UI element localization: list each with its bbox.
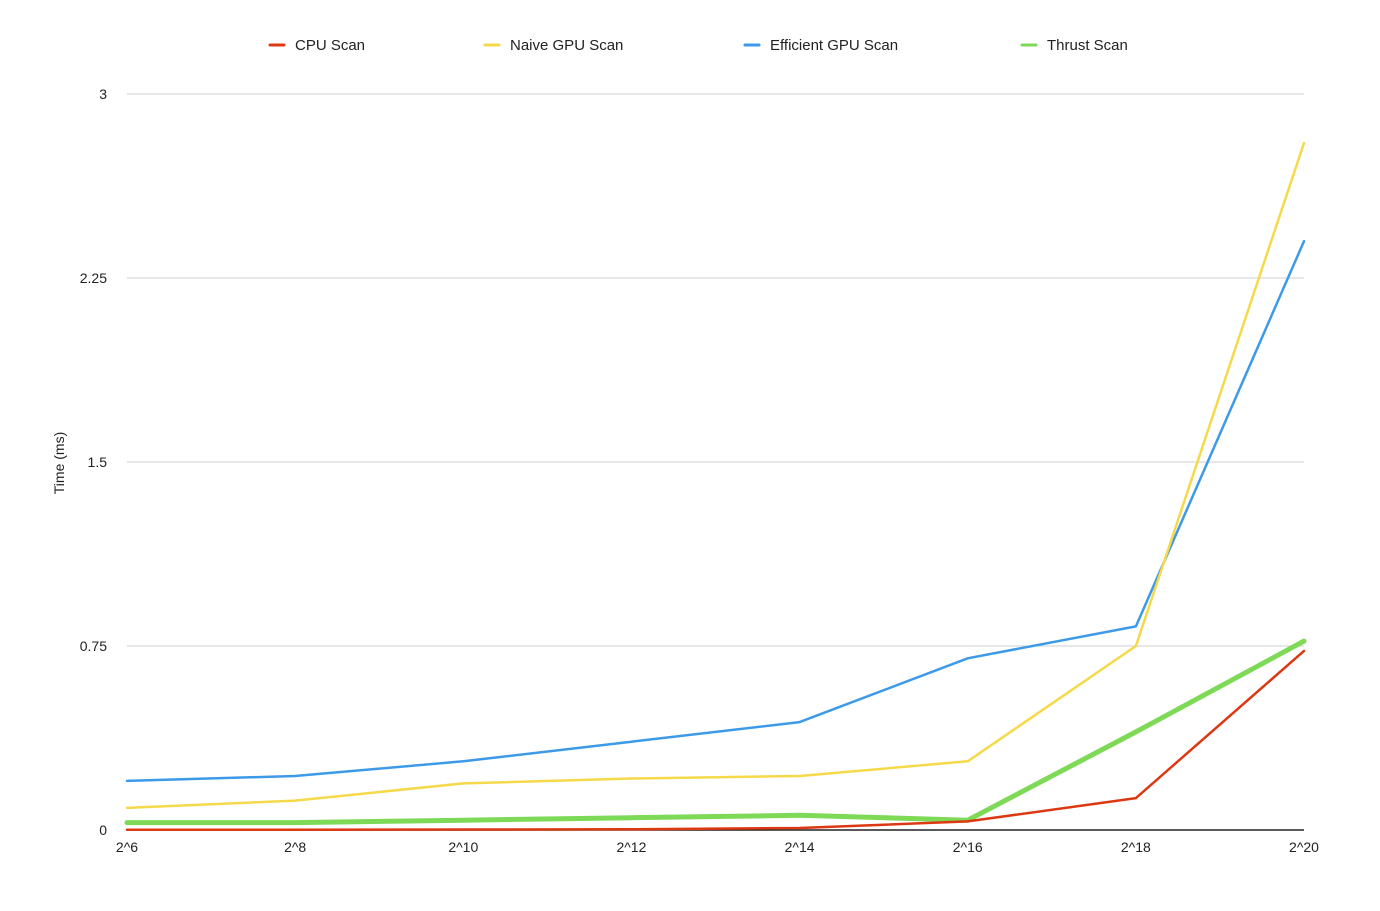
y-tick-label: 0.75 xyxy=(80,638,107,654)
y-tick-label: 3 xyxy=(99,86,107,102)
y-tick-label: 1.5 xyxy=(88,454,108,470)
series-line-thrust-scan xyxy=(124,638,1307,826)
grid-layer xyxy=(127,93,1304,647)
x-tick-label: 2^12 xyxy=(616,839,646,855)
legend: CPU Scan Naive GPU Scan Efficient GPU Scan… xyxy=(268,37,1128,54)
x-tick-label: 2^16 xyxy=(953,839,983,855)
series-line-naive-gpu-scan xyxy=(125,141,1306,810)
legend-label: Thrust Scan xyxy=(1047,37,1128,54)
x-tick-label: 2^18 xyxy=(1121,839,1151,855)
legend-label: Efficient GPU Scan xyxy=(770,37,898,54)
legend-item-efficient-gpu-scan: Efficient GPU Scan xyxy=(743,37,898,54)
x-tick-label: 2^20 xyxy=(1289,839,1319,855)
x-tick-label: 2^10 xyxy=(448,839,478,855)
legend-item-cpu-scan: CPU Scan xyxy=(268,37,365,54)
legend-label: Naive GPU Scan xyxy=(510,37,623,54)
x-tick-label: 2^6 xyxy=(116,839,138,855)
y-tick-label: 0 xyxy=(99,822,107,838)
series-line-efficient-gpu-scan xyxy=(125,239,1306,783)
x-tick-label: 2^8 xyxy=(284,839,306,855)
legend-item-naive-gpu-scan: Naive GPU Scan xyxy=(483,37,623,54)
legend-item-thrust-scan: Thrust Scan xyxy=(1020,37,1128,54)
x-tick-label: 2^14 xyxy=(785,839,815,855)
series-line-cpu-scan xyxy=(125,649,1306,832)
series-layer xyxy=(124,141,1307,832)
y-axis-title: Time (ms) xyxy=(51,432,67,494)
axis-layer: 0 0.75 1.5 2.25 3 2^6 2^8 2^10 2^12 2^14 2^16 2^18 2… xyxy=(80,86,1319,855)
legend-label: CPU Scan xyxy=(295,37,365,54)
y-tick-label: 2.25 xyxy=(80,270,107,286)
